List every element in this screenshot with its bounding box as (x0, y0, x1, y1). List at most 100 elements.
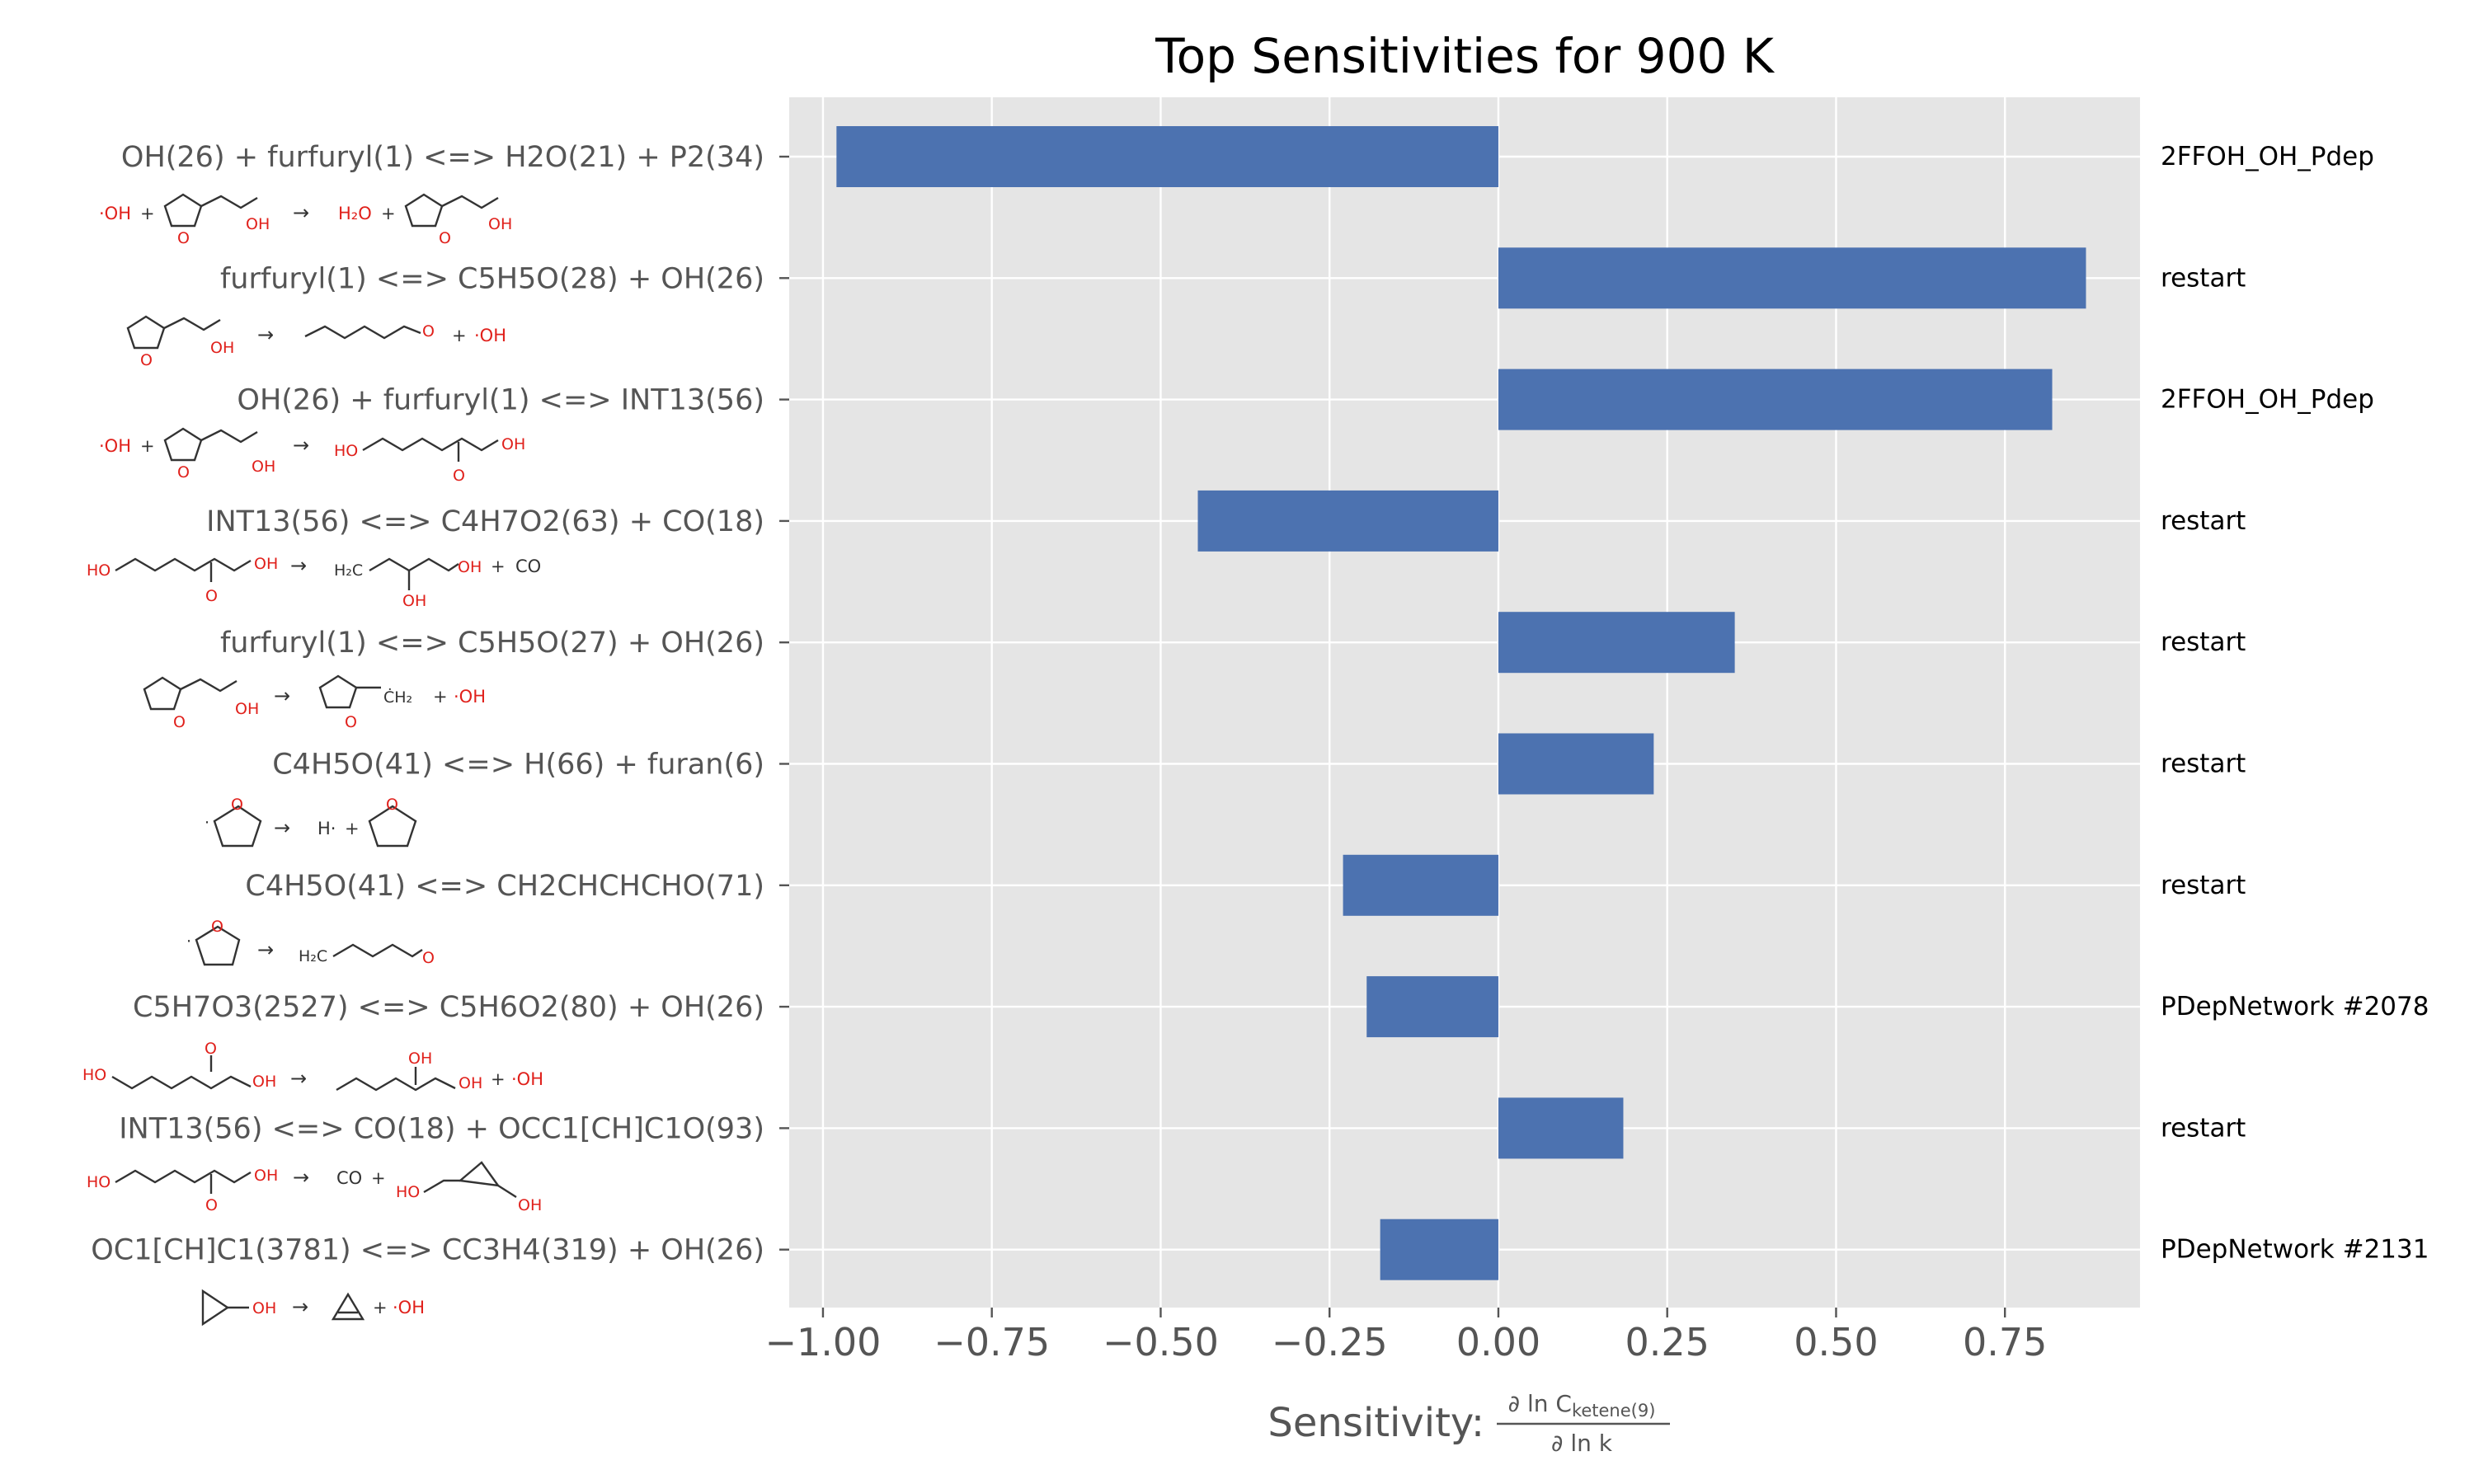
reaction-structure-7: O · → H₂C O (186, 918, 435, 967)
source-label: PDepNetwork #2131 (2161, 1235, 2429, 1265)
svg-text:→: → (274, 684, 290, 707)
x-tick-label: 0.50 (1794, 1320, 1878, 1364)
reaction-structure-9: HO O OH → CO + HO OH (87, 1161, 542, 1214)
svg-text:+: + (381, 204, 396, 223)
svg-text:H·: H· (317, 819, 336, 838)
svg-text:·OH: ·OH (511, 1069, 543, 1089)
svg-text:·OH: ·OH (99, 204, 131, 223)
y-tick-label: C4H5O(41) <=> CH2CHCHCHO(71) (245, 870, 764, 903)
svg-text:HO: HO (334, 442, 358, 460)
reaction-structure-4: HO O OH → H₂C OH OH + CO (87, 554, 541, 610)
svg-text:OH: OH (254, 555, 278, 573)
y-tick-label: C5H7O3(2527) <=> C5H6O2(80) + OH(26) (133, 991, 764, 1024)
svg-text:+: + (371, 1168, 386, 1188)
svg-text:OH: OH (458, 558, 482, 576)
svg-text:·OH: ·OH (474, 326, 506, 345)
svg-text:O: O (211, 918, 223, 936)
svg-text:O: O (177, 229, 190, 247)
svg-text:OH: OH (252, 1073, 276, 1091)
source-label: restart (2161, 871, 2246, 900)
svg-text:OH: OH (488, 215, 512, 233)
svg-text:→: → (293, 1166, 309, 1189)
svg-text:+: + (140, 204, 155, 223)
reaction-structure-1: ·OH + OH O → H₂O + OH O (99, 193, 512, 247)
svg-text:OH: OH (235, 700, 259, 718)
bar (1498, 1097, 1624, 1159)
svg-text:+: + (140, 436, 155, 456)
svg-text:H₂C: H₂C (334, 561, 363, 580)
x-axis-label-denominator: ∂ ln k (1551, 1430, 1613, 1457)
svg-text:+: + (345, 819, 360, 838)
bar (1498, 733, 1654, 795)
svg-text:O: O (422, 949, 435, 967)
svg-text:+: + (491, 1069, 506, 1089)
svg-text:HO: HO (87, 561, 111, 580)
svg-text:HO: HO (87, 1173, 111, 1191)
bar (1498, 612, 1735, 674)
svg-text:O: O (439, 229, 451, 247)
source-label: 2FFOH_OH_Pdep (2161, 385, 2374, 415)
svg-text:→: → (274, 816, 290, 839)
svg-text:→: → (290, 554, 307, 577)
svg-text:OH: OH (518, 1196, 542, 1214)
svg-text:HO: HO (82, 1066, 106, 1084)
y-tick-label: OC1[CH]C1(3781) <=> CC3H4(319) + OH(26) (91, 1234, 764, 1267)
svg-text:OH: OH (252, 458, 275, 476)
source-label: restart (2161, 749, 2246, 779)
svg-text:O: O (205, 1040, 217, 1058)
svg-text:O: O (386, 796, 398, 814)
svg-text:+: + (452, 326, 467, 345)
x-tick-label: −0.50 (1103, 1320, 1219, 1364)
x-tick-label: −0.75 (934, 1320, 1050, 1364)
svg-text:H₂O: H₂O (338, 204, 372, 223)
x-tick-label: −1.00 (764, 1320, 881, 1364)
y-axis-ticks (779, 155, 789, 1251)
x-axis-label-numerator: ∂ ln Cketene(9) (1508, 1390, 1656, 1421)
svg-text:→: → (257, 938, 274, 961)
source-label: 2FFOH_OH_Pdep (2161, 142, 2374, 171)
reaction-structures: ·OH + OH O → H₂O + OH O OH O → O + ·OH (82, 193, 543, 1327)
svg-text:O: O (345, 713, 357, 731)
svg-text:CO: CO (515, 556, 541, 576)
svg-text:+: + (433, 687, 448, 707)
x-axis-label-num-sub: ketene(9) (1572, 1401, 1655, 1421)
svg-text:O: O (173, 713, 186, 731)
svg-text:OH: OH (246, 215, 270, 233)
svg-text:+: + (491, 556, 506, 576)
bar (836, 126, 1498, 187)
bar (1498, 369, 2053, 430)
reaction-structure-2: OH O → O + ·OH (126, 315, 506, 369)
svg-text:O: O (453, 467, 465, 485)
x-tick-label: −0.25 (1272, 1320, 1388, 1364)
svg-text:ĊH₂: ĊH₂ (383, 688, 412, 707)
source-label: PDepNetwork #2078 (2161, 992, 2429, 1021)
svg-text:O: O (140, 351, 153, 369)
svg-text:OH: OH (402, 592, 426, 610)
x-tick-label: 0.75 (1963, 1320, 2047, 1364)
svg-text:O: O (205, 1196, 218, 1214)
x-axis-label-prefix: Sensitivity: (1268, 1400, 1484, 1446)
bar (1343, 854, 1498, 916)
source-label: restart (2161, 1113, 2246, 1143)
svg-text:·OH: ·OH (99, 436, 131, 456)
reaction-structure-5: OH O → ĊH₂ O + ·OH (143, 674, 486, 731)
svg-text:OH: OH (501, 435, 525, 453)
svg-text:→: → (290, 1067, 307, 1090)
source-label: restart (2161, 506, 2246, 536)
bar (1498, 247, 2086, 309)
svg-text:O: O (231, 796, 243, 814)
svg-text:O: O (177, 463, 190, 481)
y-tick-label: OH(26) + furfuryl(1) <=> H2O(21) + P2(34… (121, 141, 764, 174)
x-axis-label: Sensitivity: ∂ ln Cketene(9) ∂ ln k (1268, 1390, 1670, 1457)
svg-text:·: · (186, 932, 191, 951)
svg-text:H₂C: H₂C (299, 947, 327, 965)
reaction-structure-8: HO O OH → OH OH + ·OH (82, 1040, 543, 1092)
bar (1197, 490, 1498, 552)
bar (1366, 976, 1498, 1038)
bars (836, 126, 2086, 1280)
svg-text:HO: HO (396, 1183, 420, 1201)
reaction-structure-6: O · → H· + O (205, 796, 417, 848)
y-tick-label: C4H5O(41) <=> H(66) + furan(6) (272, 749, 764, 782)
